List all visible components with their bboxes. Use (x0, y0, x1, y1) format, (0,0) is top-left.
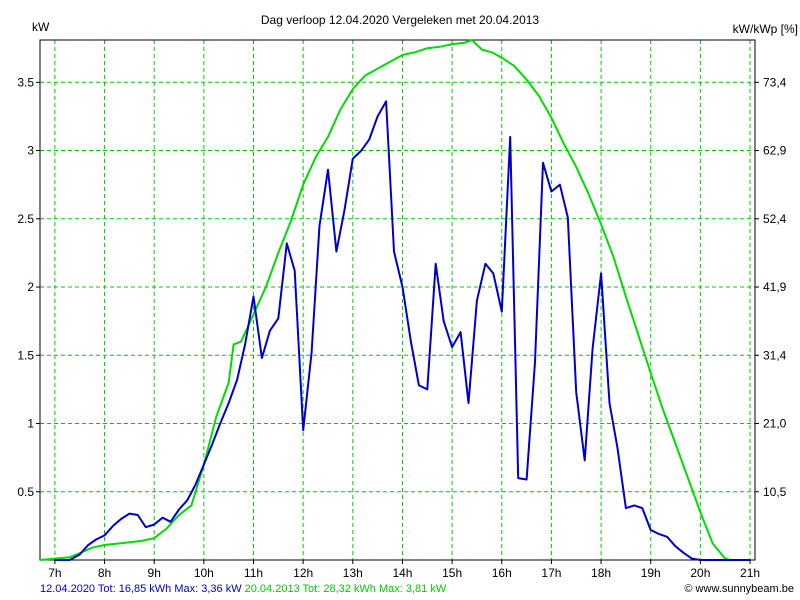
series-layer (39, 39, 750, 561)
x-tick-label: 10h (194, 566, 214, 580)
chart-title: Dag verloop 12.04.2020 Vergeleken met 20… (261, 13, 540, 27)
y-axis-left-label: kW (32, 20, 50, 34)
y-tick-label-left: 3.5 (17, 75, 34, 89)
x-tick-label: 19h (641, 566, 661, 580)
x-tick-label: 16h (492, 566, 512, 580)
x-tick-label: 8h (98, 566, 111, 580)
x-tick-label: 18h (591, 566, 611, 580)
x-tick-label: 7h (48, 566, 61, 580)
y-axis-left-ticks: 0.5 1 1.5 2 2.5 3 3.5 (17, 75, 40, 499)
x-tick-label: 21h (740, 566, 760, 580)
y-tick-label-right: 31,4 (763, 348, 787, 362)
legend: 12.04.2020 Tot: 16,85 kWh Max: 3,36 kW 2… (40, 583, 446, 595)
y-tick-label-left: 3 (27, 144, 34, 158)
y-tick-label-left: 2 (27, 280, 34, 294)
x-tick-label: 14h (392, 566, 412, 580)
y-tick-label-left: 0.5 (17, 485, 34, 499)
x-tick-label: 11h (244, 566, 263, 580)
y-tick-label-right: 52,4 (763, 212, 787, 226)
y-axis-right-label: kW/kWp [%] (733, 22, 798, 36)
y-tick-label-left: 2.5 (17, 212, 34, 226)
legend-entry-12-04-2020: 12.04.2020 Tot: 16,85 kWh Max: 3,36 kW (40, 583, 242, 595)
x-tick-label: 12h (293, 566, 313, 580)
x-axis-ticks: 7h 8h 9h 10h 11h 12h 13h 14h 15h 16h 17h 18h 19h 20h 2… (48, 560, 760, 580)
x-tick-label: 20h (690, 566, 710, 580)
y-tick-label-right: 62,9 (763, 144, 787, 158)
y-axis-right-ticks: 10,5 21,0 31,4 41,9 52,4 62,9 73,4 (755, 75, 787, 499)
x-tick-label: 15h (442, 566, 462, 580)
sunnybeam-credit: © www.sunnybeam.be (684, 583, 794, 595)
grid-lines (40, 40, 755, 560)
y-tick-label-right: 21,0 (763, 417, 787, 431)
y-tick-label-right: 41,9 (763, 280, 787, 294)
y-tick-label-right: 10,5 (763, 485, 787, 499)
x-tick-label: 13h (343, 566, 363, 580)
series-line-20-04-2013 (39, 39, 750, 561)
y-tick-label-left: 1.5 (17, 348, 34, 362)
y-tick-label-left: 1 (27, 417, 34, 431)
x-tick-label: 9h (148, 566, 161, 580)
x-tick-label: 17h (541, 566, 561, 580)
legend-entry-20-04-2013: 20.04.2013 Tot: 28,32 kWh Max: 3,81 kW (244, 583, 447, 595)
y-tick-label-right: 73,4 (763, 75, 787, 89)
series-line-12-04-2020 (54, 100, 750, 561)
plot-frame (39, 39, 756, 561)
